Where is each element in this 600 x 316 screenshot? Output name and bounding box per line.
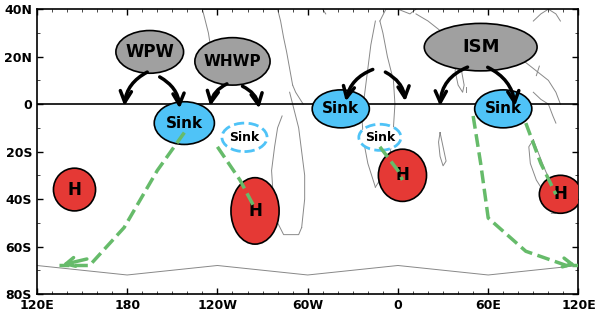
FancyArrowPatch shape: [121, 72, 147, 102]
Ellipse shape: [539, 175, 581, 213]
Text: Sink: Sink: [322, 101, 359, 116]
Text: ISM: ISM: [462, 38, 499, 56]
Text: H: H: [553, 185, 568, 203]
Ellipse shape: [222, 123, 267, 152]
FancyArrowPatch shape: [488, 67, 519, 102]
Ellipse shape: [231, 178, 279, 244]
Text: H: H: [248, 202, 262, 220]
Ellipse shape: [424, 23, 537, 71]
Text: WPW: WPW: [125, 43, 174, 61]
FancyArrowPatch shape: [242, 86, 262, 105]
Text: H: H: [68, 180, 82, 198]
Ellipse shape: [379, 149, 427, 201]
FancyArrowPatch shape: [160, 77, 184, 105]
Text: Sink: Sink: [166, 116, 203, 131]
Ellipse shape: [359, 124, 401, 150]
Ellipse shape: [154, 102, 214, 144]
Text: Sink: Sink: [229, 131, 260, 144]
Ellipse shape: [312, 90, 370, 128]
FancyArrowPatch shape: [385, 72, 409, 97]
Ellipse shape: [475, 90, 532, 128]
Text: Sink: Sink: [365, 131, 395, 144]
Text: Sink: Sink: [485, 101, 522, 116]
FancyArrowPatch shape: [208, 84, 227, 102]
Ellipse shape: [116, 31, 184, 73]
FancyArrowPatch shape: [343, 70, 373, 98]
Text: WHWP: WHWP: [203, 54, 261, 69]
Ellipse shape: [195, 38, 270, 85]
FancyArrowPatch shape: [435, 67, 467, 102]
Text: H: H: [395, 166, 409, 184]
Ellipse shape: [53, 168, 95, 211]
